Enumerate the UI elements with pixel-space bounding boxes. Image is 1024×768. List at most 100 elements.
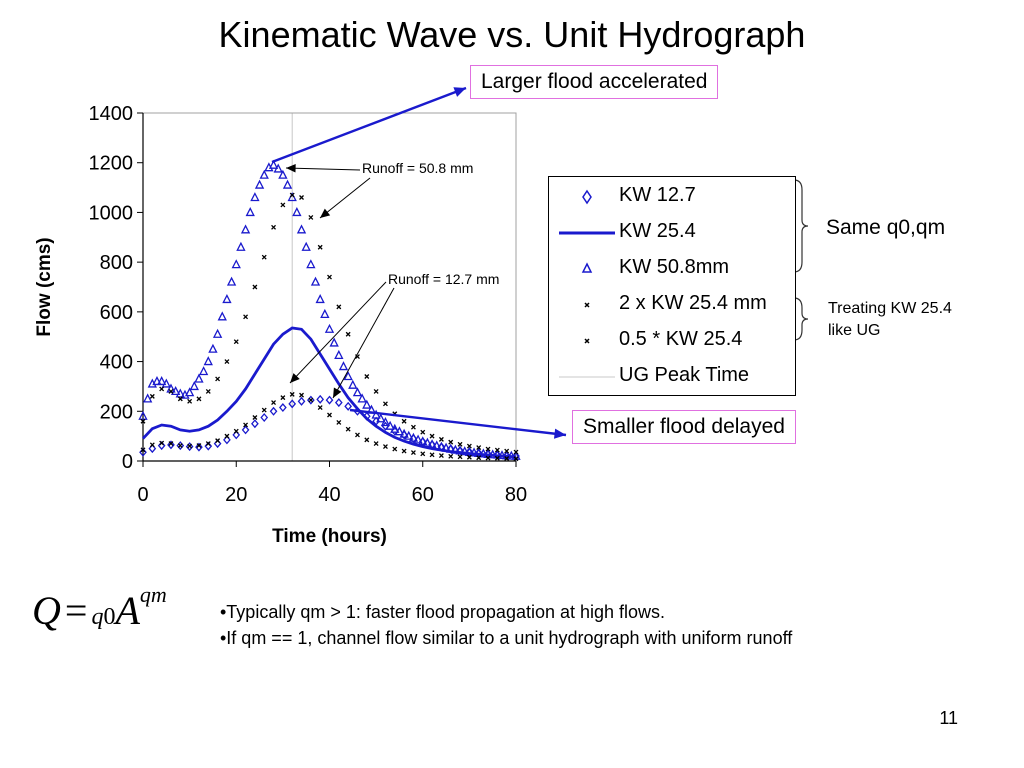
- data-point: [404, 430, 414, 440]
- data-point: [279, 403, 287, 413]
- data-point: [320, 308, 330, 318]
- data-point: [446, 443, 456, 453]
- arrow-runoff50-b: [319, 177, 371, 219]
- data-point: [466, 443, 472, 449]
- y-tick-label: 1400: [89, 103, 134, 125]
- x-tick-label: 80: [505, 484, 527, 506]
- data-point: [410, 424, 416, 430]
- data-point: [513, 449, 519, 455]
- data-point: [271, 400, 277, 406]
- data-point: [168, 388, 174, 394]
- data-point: [148, 444, 157, 454]
- data-point: [399, 428, 409, 438]
- data-point: [271, 224, 277, 230]
- cross-marker-icon: [584, 302, 590, 308]
- data-point: [212, 328, 223, 338]
- data-point: [198, 366, 209, 376]
- data-point: [308, 397, 314, 403]
- data-point: [420, 451, 426, 457]
- data-point: [296, 224, 307, 234]
- data-point: [376, 413, 386, 423]
- data-point: [506, 450, 517, 460]
- data-point: [455, 445, 465, 455]
- data-point: [401, 448, 407, 454]
- legend-label: KW 25.4: [619, 220, 696, 242]
- formula-coef: q: [91, 604, 104, 630]
- legend-item-half-kw: 0.5 * KW 25.4: [549, 323, 795, 359]
- data-point: [243, 422, 249, 428]
- data-point: [299, 195, 304, 200]
- data-point: [273, 163, 283, 173]
- data-point: [429, 452, 435, 458]
- cross-marker-icon: [584, 338, 590, 344]
- data-point: [348, 379, 358, 389]
- data-point: [345, 331, 351, 337]
- legend-item-kw-12-7: KW 12.7: [549, 179, 795, 215]
- arrow-larger-flood: [271, 86, 467, 164]
- data-point: [310, 276, 321, 286]
- data-point: [438, 453, 444, 458]
- y-tick-label: 1200: [89, 153, 134, 175]
- legend-item-kw-50-8: KW 50.8mm: [549, 251, 795, 287]
- data-point: [352, 387, 363, 397]
- data-point: [478, 448, 489, 458]
- y-tick-label: 600: [100, 302, 133, 324]
- same-q0qm-label: Same q0,qm: [826, 216, 946, 239]
- data-point: [357, 393, 367, 403]
- data-point: [464, 446, 475, 456]
- data-point: [329, 337, 339, 347]
- flow-formula: Q = q0Aqm: [32, 582, 167, 634]
- data-point: [288, 399, 297, 409]
- data-point: [334, 349, 344, 360]
- data-point: [195, 442, 203, 452]
- data-point: [245, 207, 255, 217]
- data-point: [476, 455, 482, 461]
- data-point: [203, 356, 213, 366]
- data-point: [373, 441, 379, 447]
- data-point: [380, 417, 391, 427]
- data-point: [438, 436, 444, 442]
- data-point: [268, 159, 279, 169]
- legend-label: UG Peak Time: [619, 364, 750, 386]
- data-point: [334, 398, 343, 408]
- data-point: [485, 455, 491, 461]
- data-point: [504, 456, 510, 461]
- data-point: [436, 441, 447, 451]
- data-point: [224, 433, 230, 439]
- chart-legend: KW 12.7 KW 25.4 KW 50.8mm 2 x KW 25.4 mm…: [548, 176, 796, 396]
- data-point: [355, 432, 360, 438]
- data-point: [469, 447, 479, 457]
- data-point: [336, 420, 342, 425]
- series-3: [140, 192, 519, 455]
- data-point: [168, 441, 174, 447]
- data-point: [317, 244, 323, 250]
- data-point: [420, 429, 426, 435]
- x-tick-label: 0: [137, 484, 148, 506]
- data-point: [152, 376, 162, 386]
- data-point: [187, 398, 193, 404]
- legend-item-ug-peak: UG Peak Time: [549, 359, 795, 395]
- slide-title: Kinematic Wave vs. Unit Hydrograph: [218, 14, 806, 55]
- data-point: [236, 241, 246, 251]
- legend-item-2x-kw: 2 x KW 25.4 mm: [549, 287, 795, 323]
- data-point: [205, 441, 211, 447]
- data-point: [457, 454, 463, 460]
- data-point: [269, 406, 278, 416]
- arrow-head: [333, 387, 342, 398]
- data-point: [167, 440, 175, 450]
- data-point: [196, 396, 202, 402]
- y-tick-label: 400: [100, 352, 133, 374]
- data-point: [441, 442, 451, 452]
- data-point: [466, 454, 472, 460]
- data-point: [385, 420, 395, 430]
- data-point: [289, 192, 295, 198]
- data-point: [177, 396, 183, 402]
- data-point: [278, 169, 288, 179]
- data-point: [450, 444, 461, 454]
- bullet-if-qm: •If qm == 1, channel flow similar to a u…: [220, 628, 793, 648]
- data-point: [336, 304, 342, 310]
- data-point: [371, 409, 381, 419]
- data-point: [448, 453, 454, 459]
- y-axis-title: Flow (cms): [34, 237, 55, 336]
- data-point: [233, 339, 239, 345]
